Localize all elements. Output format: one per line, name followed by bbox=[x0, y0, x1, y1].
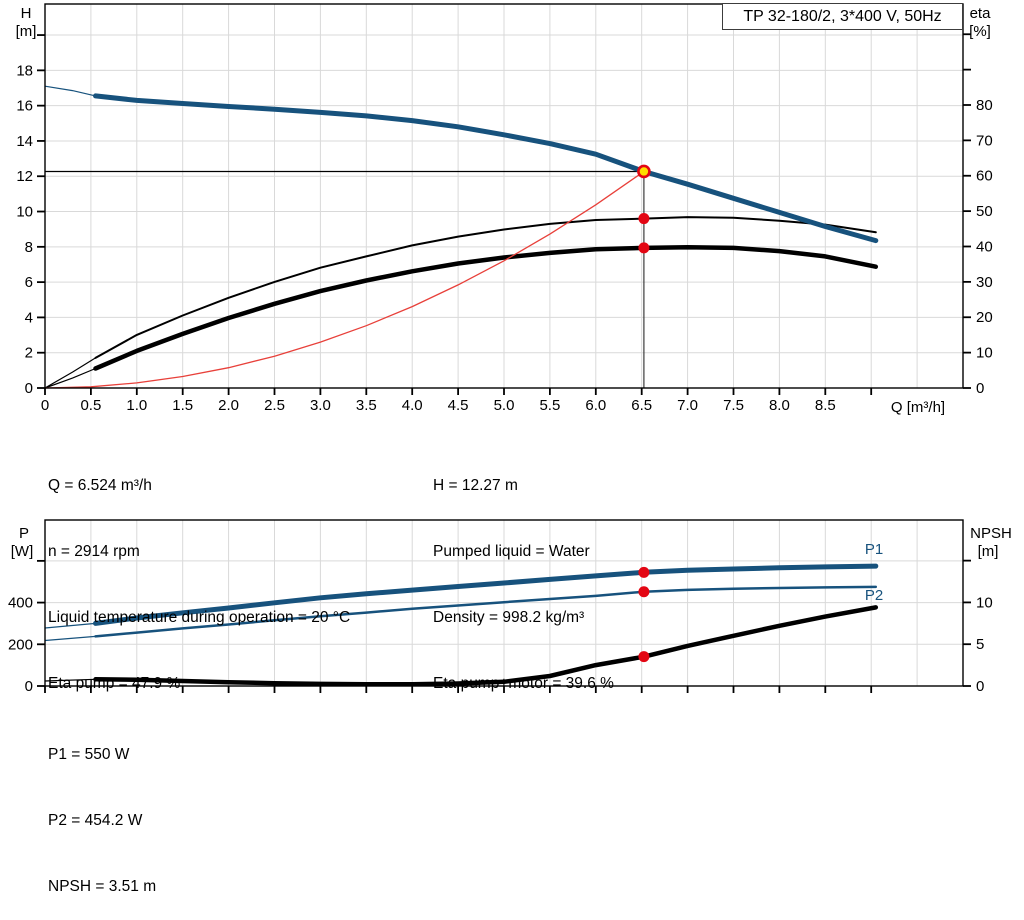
svg-text:6: 6 bbox=[25, 274, 33, 291]
readout-npsh: NPSH = 3.51 m bbox=[48, 878, 157, 895]
right-axis-title: eta bbox=[970, 5, 992, 22]
svg-text:20: 20 bbox=[976, 309, 993, 326]
right-axis-unit: [%] bbox=[969, 23, 991, 40]
svg-text:5.0: 5.0 bbox=[494, 397, 515, 414]
svg-text:0: 0 bbox=[41, 397, 49, 414]
npsh-duty-dot bbox=[638, 651, 650, 663]
readout-p1: P1 = 550 W bbox=[48, 746, 130, 763]
readout-eta-pump: Eta pump = 47.9 % bbox=[48, 675, 181, 692]
svg-text:30: 30 bbox=[976, 274, 993, 291]
readout-flow: Q = 6.524 m³/h bbox=[48, 477, 152, 494]
eta-pump-curve bbox=[44, 216, 877, 389]
p1-curve bbox=[44, 563, 879, 629]
svg-text:7.0: 7.0 bbox=[677, 397, 698, 414]
svg-text:7.5: 7.5 bbox=[723, 397, 744, 414]
system-curve bbox=[44, 170, 645, 389]
head-eta-chart-grid bbox=[45, 4, 963, 388]
pump-designation-text: TP 32-180/2, 3*400 V, 50Hz bbox=[743, 8, 942, 25]
svg-text:70: 70 bbox=[976, 132, 993, 149]
left-axis-title: P bbox=[19, 525, 29, 542]
svg-text:10: 10 bbox=[976, 594, 993, 611]
svg-text:0.5: 0.5 bbox=[80, 397, 101, 414]
svg-text:0: 0 bbox=[976, 380, 984, 397]
readout-p2: P2 = 454.2 W bbox=[48, 812, 143, 829]
svg-text:6.5: 6.5 bbox=[631, 397, 652, 414]
left-axis-unit: [W] bbox=[11, 543, 34, 560]
eta-pump-motor-curve bbox=[44, 244, 879, 389]
svg-text:16: 16 bbox=[16, 98, 33, 115]
p2-curve bbox=[44, 585, 878, 642]
p2-duty-dot bbox=[638, 586, 650, 598]
npsh-curve bbox=[44, 605, 879, 687]
power-npsh-chart-tick-labels: 0 200 400 0 5 10 bbox=[8, 594, 993, 695]
duty-readout-left: Q = 6.524 m³/h n = 2914 rpm Liquid tempe… bbox=[48, 431, 350, 717]
p1-curve-label: P1 bbox=[865, 541, 883, 558]
right-axis-unit: [m] bbox=[978, 543, 999, 560]
readout-speed: n = 2914 rpm bbox=[48, 543, 140, 560]
svg-text:2: 2 bbox=[25, 345, 33, 362]
readout-density: Density = 998.2 kg/m³ bbox=[433, 609, 585, 626]
power-npsh-chart-ticks bbox=[37, 559, 971, 693]
head-curve bbox=[44, 85, 879, 244]
duty-readout-bottom: P1 = 550 W P2 = 454.2 W NPSH = 3.51 m bbox=[48, 700, 156, 920]
svg-text:0: 0 bbox=[976, 678, 984, 695]
svg-text:400: 400 bbox=[8, 595, 33, 612]
readout-pumped-liquid: Pumped liquid = Water bbox=[433, 543, 590, 560]
svg-text:8.5: 8.5 bbox=[815, 397, 836, 414]
svg-text:18: 18 bbox=[16, 62, 33, 79]
svg-text:2.0: 2.0 bbox=[218, 397, 239, 414]
svg-text:6.0: 6.0 bbox=[585, 397, 606, 414]
svg-text:200: 200 bbox=[8, 636, 33, 653]
left-axis-title: H bbox=[21, 5, 32, 22]
svg-text:1.5: 1.5 bbox=[172, 397, 193, 414]
svg-text:10: 10 bbox=[976, 345, 993, 362]
svg-text:4.0: 4.0 bbox=[402, 397, 423, 414]
duty-readout-right: H = 12.27 m Pumped liquid = Water Densit… bbox=[433, 431, 614, 717]
power-npsh-chart-grid bbox=[45, 520, 963, 686]
svg-text:8.0: 8.0 bbox=[769, 397, 790, 414]
left-axis-unit: [m] bbox=[16, 23, 37, 40]
x-axis-title: Q [m³/h] bbox=[891, 399, 945, 416]
svg-text:1.0: 1.0 bbox=[126, 397, 147, 414]
svg-text:60: 60 bbox=[976, 168, 993, 185]
svg-text:5.5: 5.5 bbox=[539, 397, 560, 414]
svg-text:3.0: 3.0 bbox=[310, 397, 331, 414]
svg-text:4: 4 bbox=[25, 309, 33, 326]
power-npsh-chart: 0 200 400 0 5 10 P[W] NPSH[m] P1 P2 bbox=[8, 519, 1012, 695]
svg-text:0: 0 bbox=[25, 678, 33, 695]
svg-text:5: 5 bbox=[976, 636, 984, 653]
svg-text:4.5: 4.5 bbox=[448, 397, 469, 414]
pump-designation-box: TP 32-180/2, 3*400 V, 50Hz bbox=[722, 3, 963, 30]
readout-eta-pump-motor: Eta pump+motor = 39.6 % bbox=[433, 675, 614, 692]
operating-point-marker[interactable] bbox=[637, 164, 651, 179]
eta-pump-motor-duty-dot bbox=[638, 242, 650, 254]
svg-text:8: 8 bbox=[25, 239, 33, 256]
svg-text:40: 40 bbox=[976, 238, 993, 255]
svg-text:2.5: 2.5 bbox=[264, 397, 285, 414]
svg-text:3.5: 3.5 bbox=[356, 397, 377, 414]
svg-text:50: 50 bbox=[976, 203, 993, 220]
pump-curve-panel: { "title_box": "TP 32-180/2, 3*400 V, 50… bbox=[7, 3, 1012, 895]
svg-text:0: 0 bbox=[25, 380, 33, 397]
head-eta-chart-tick-labels: 0 0.5 1.0 1.5 2.0 2.5 3.0 3.5 4.0 4.5 5.0 5.5 6.0 6.5… bbox=[16, 62, 992, 414]
right-axis-title: NPSH bbox=[970, 525, 1012, 542]
svg-text:12: 12 bbox=[16, 168, 33, 185]
p1-duty-dot bbox=[638, 566, 650, 578]
pump-curves-canvas: 0 0.5 1.0 1.5 2.0 2.5 3.0 3.5 4.0 4.5 5.0 5.5 6.0 6.5… bbox=[8, 3, 1012, 695]
p2-curve-label: P2 bbox=[865, 587, 883, 604]
svg-text:10: 10 bbox=[16, 204, 33, 221]
svg-text:14: 14 bbox=[16, 133, 33, 150]
eta-pump-duty-dot bbox=[638, 213, 650, 225]
head-eta-chart: 0 0.5 1.0 1.5 2.0 2.5 3.0 3.5 4.0 4.5 5.0 5.5 6.0 6.5… bbox=[16, 3, 993, 416]
svg-text:80: 80 bbox=[976, 97, 993, 114]
readout-head: H = 12.27 m bbox=[433, 477, 518, 494]
readout-liquid-temperature: Liquid temperature during operation = 20… bbox=[48, 609, 351, 626]
head-eta-chart-ticks bbox=[37, 33, 971, 395]
